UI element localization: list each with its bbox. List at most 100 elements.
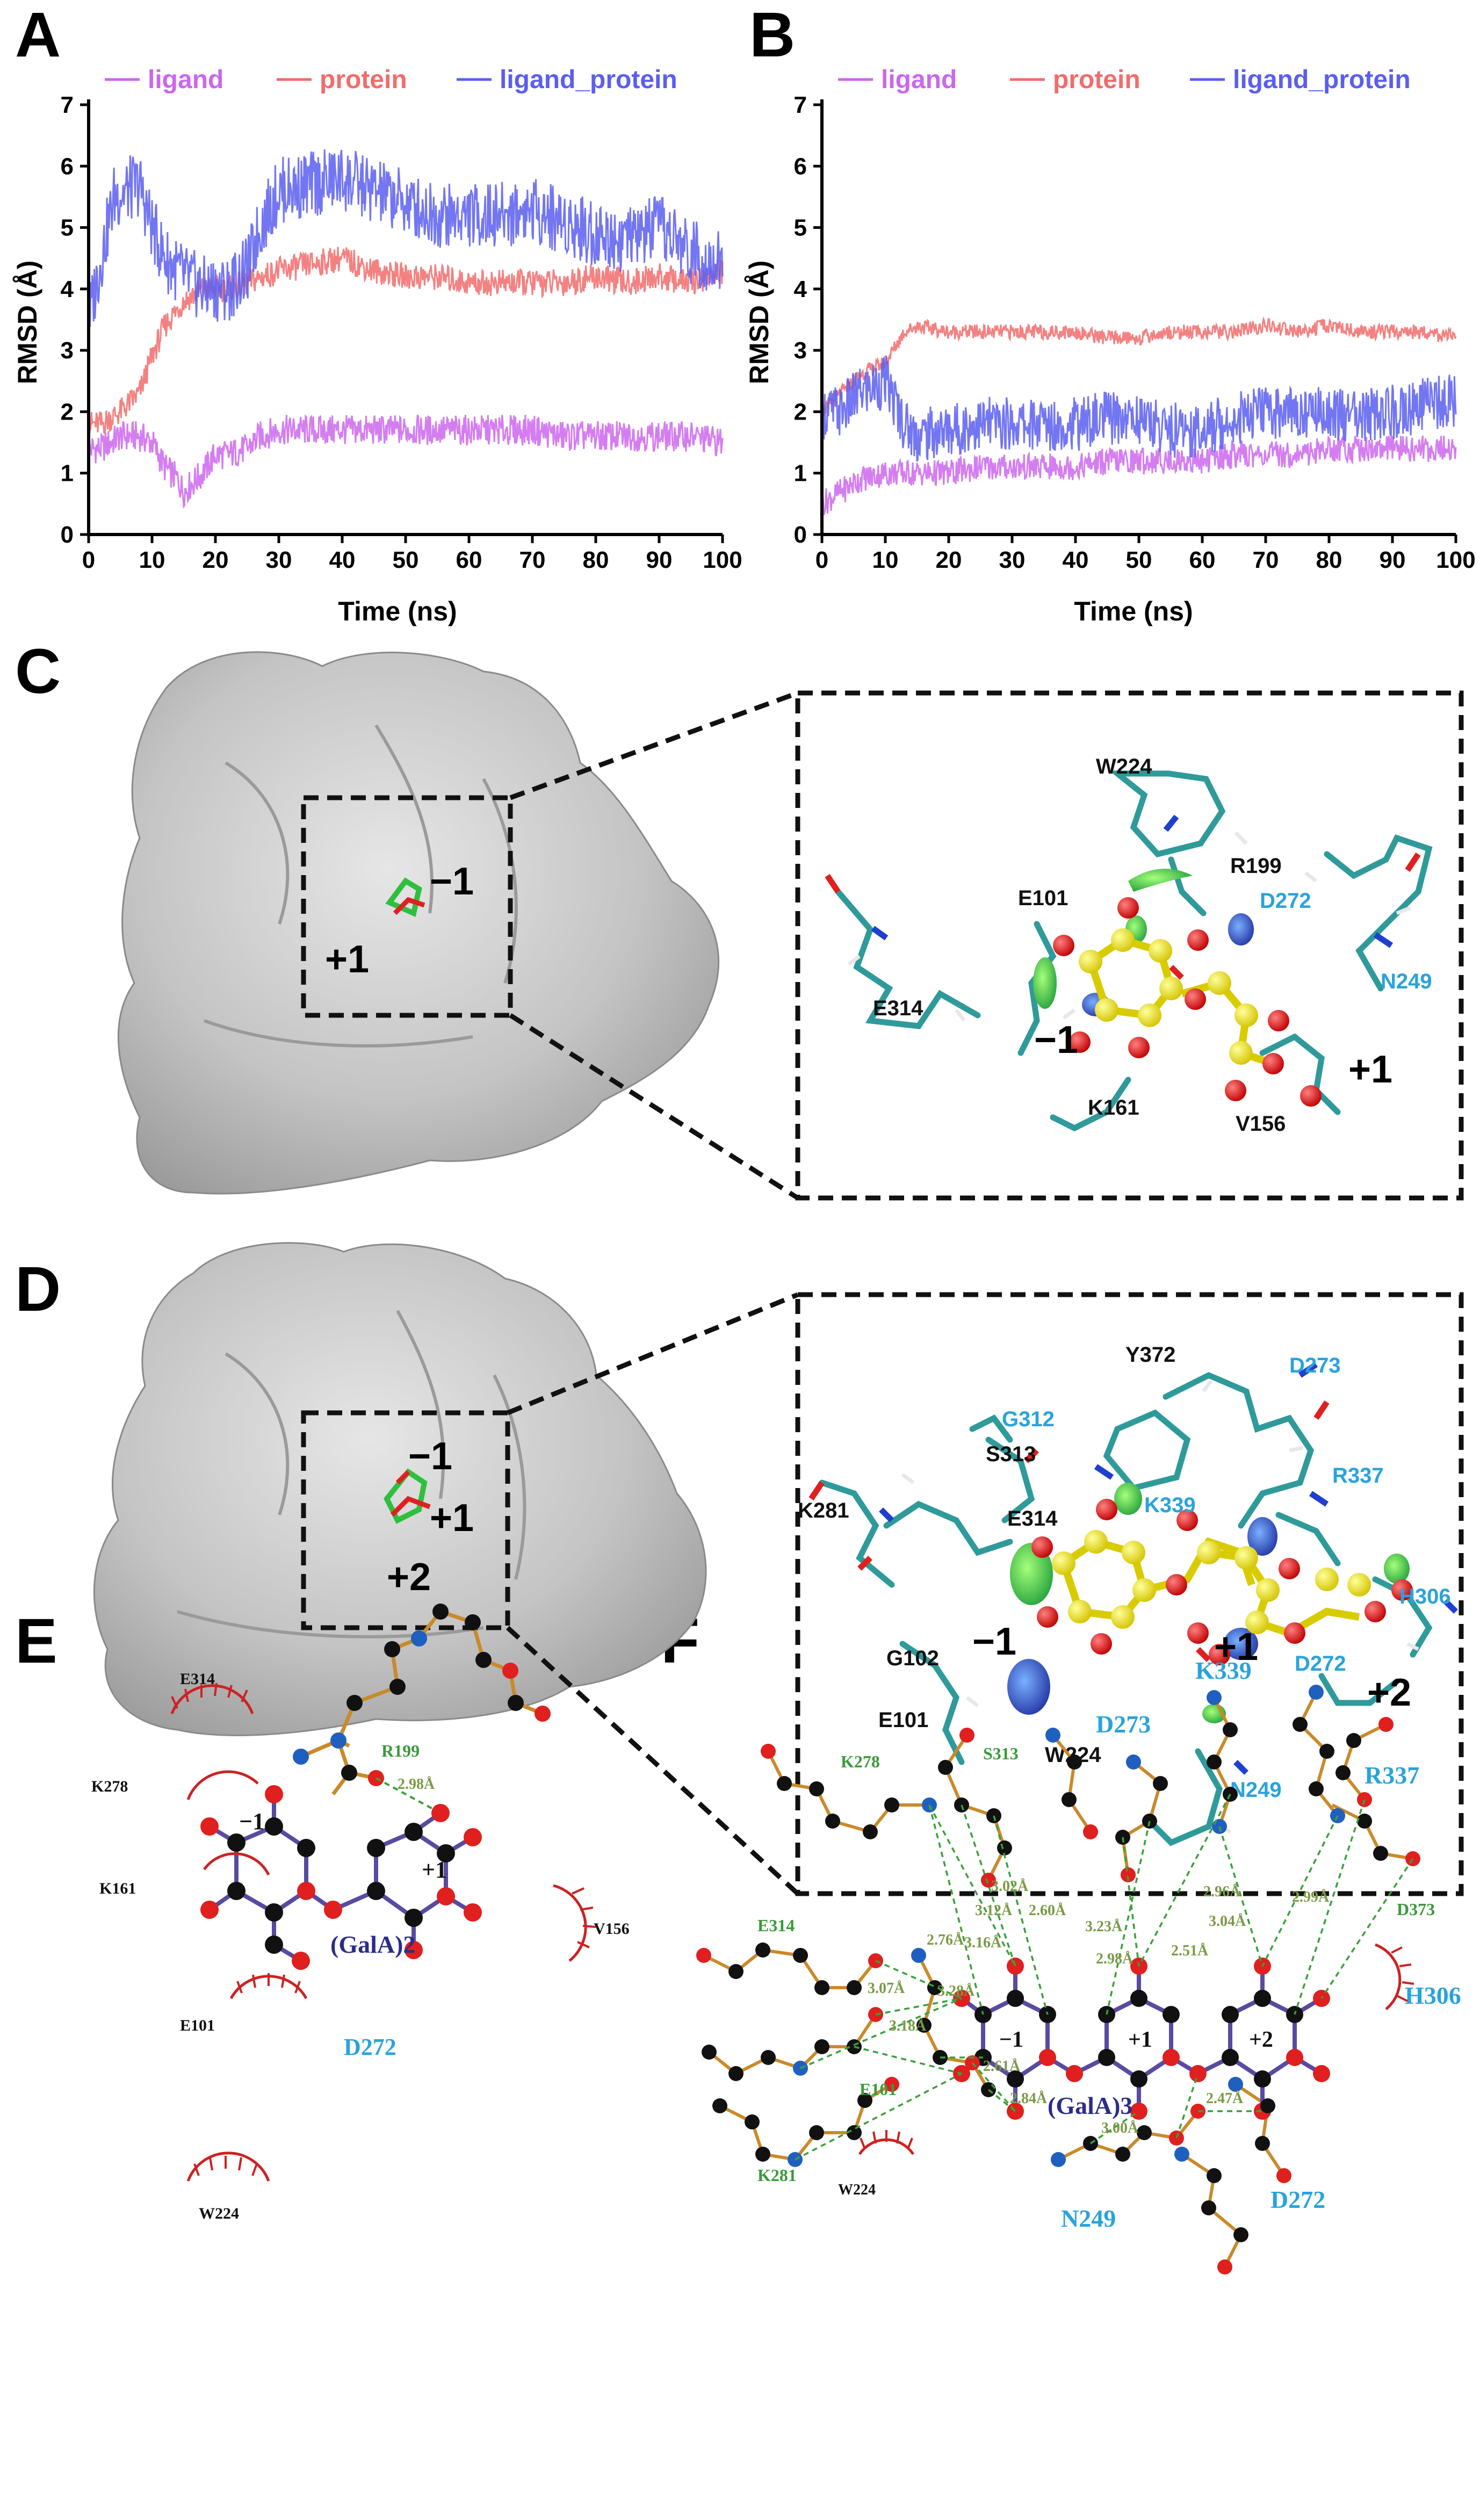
ring-label-plus1: +1 (1128, 2027, 1152, 2052)
hydrophobic-residue-label: W224 (838, 2182, 876, 2198)
overview-subsite-plus1-c: +1 (325, 938, 369, 981)
x-tick-label: 50 (1126, 547, 1152, 573)
legend-protein-label: protein (1053, 66, 1140, 94)
hbond-distance-label: 2.98Å (1096, 1951, 1134, 1967)
ring-label-plus2: +2 (1249, 2027, 1273, 2052)
residue-r199 (293, 1604, 551, 1796)
panel-c: −1 +1 (117, 651, 1464, 1201)
series-line-protein (821, 316, 1457, 419)
hbond-distance-label: 2.84Å (1010, 2090, 1048, 2107)
hbond-distance-label: 3.04Å (1209, 1913, 1246, 1930)
overview-subsite-minus1-d: −1 (408, 1435, 452, 1478)
x-tick-label: 90 (646, 547, 673, 573)
zoom-connector-top-c (509, 690, 799, 800)
subsite-plus1-c: +1 (1348, 1048, 1392, 1091)
y-tick-label: 7 (61, 92, 74, 118)
overview-subsite-plus2-d: +2 (387, 1556, 431, 1599)
x-tick-label: 80 (1316, 547, 1342, 573)
surface-groove-c (203, 724, 518, 1048)
panel-letter-a: A (15, 0, 61, 70)
series-line-ligand (88, 414, 724, 509)
hbond-distance-label: 2.99Å (1292, 1889, 1330, 1905)
hydrophobic-ticks-f (860, 1946, 1414, 2149)
ligand-name: (GalA)3 (1048, 2092, 1132, 2119)
y-tick-label: 4 (61, 276, 74, 302)
interaction-blob-c (1033, 957, 1057, 1009)
overview-subsite-plus1-d: +1 (430, 1497, 474, 1540)
chart-a-ylabel: RMSD (Å) (12, 261, 42, 385)
residue-label-highlight: H306 (1399, 1585, 1451, 1608)
overview-subsite-minus1-c: −1 (430, 860, 474, 903)
residue-label: K281 (798, 1499, 849, 1522)
hbond-residue-label: K281 (757, 2165, 797, 2185)
residue-label: G102 (886, 1647, 939, 1670)
residue-label: E314 (1007, 1507, 1058, 1530)
hbond-distance-label: 3.12Å (975, 1902, 1013, 1919)
y-tick-label: 7 (794, 92, 807, 118)
panel-letter-b: B (749, 0, 795, 70)
ligand-gala2-atoms (200, 1785, 482, 1970)
zoom-connector-bottom-c (509, 1013, 799, 1200)
x-tick-label: 100 (1436, 547, 1475, 573)
legend-ligand-protein-label: ligand_protein (1233, 66, 1411, 94)
hbond-dashed-line (376, 1777, 441, 1814)
hydrophobic-residue-label: E101 (180, 2017, 215, 2034)
x-tick-label: 0 (82, 547, 95, 573)
x-tick-label: 30 (266, 547, 292, 573)
x-tick-label: 70 (519, 547, 546, 573)
zoom-connector-bottom-d (506, 1626, 800, 1896)
residue-label-highlight: R337 (1332, 1464, 1384, 1488)
hbond-residue-label: R199 (381, 1741, 420, 1760)
panel-f: 3.02Å 3.12Å 2.60Å 2.76Å 3.16Å 3.07Å 3.28… (696, 1657, 1461, 2275)
y-tick-label: 6 (61, 153, 74, 179)
x-tick-label: 20 (936, 547, 962, 573)
hbond-distance-label: 3.00Å (1101, 2120, 1139, 2136)
y-tick-label: 4 (794, 276, 807, 302)
subsite-minus1-d: −1 (972, 1620, 1016, 1663)
residue-label: E101 (1018, 886, 1068, 910)
x-tick-label: 80 (583, 547, 609, 573)
residue-label: K161 (1088, 1096, 1139, 1120)
x-tick-label: 70 (1253, 547, 1279, 573)
hbond-distance-label: 3.07Å (868, 1980, 905, 1997)
y-tick-label: 2 (794, 399, 807, 425)
protein-surface-c (117, 651, 720, 1195)
hydrophobic-residue-label: K278 (91, 1778, 128, 1795)
residue-label: V156 (1236, 1112, 1286, 1136)
hbond-distance-label: 2.51Å (1171, 1943, 1209, 1959)
chart-a-legend: ligand protein ligand_protein (105, 66, 677, 94)
panel-letter-d: D (15, 1254, 61, 1325)
highlight-residue-label: R337 (1365, 1761, 1419, 1789)
residue-label-highlight: D272 (1260, 889, 1311, 913)
residue-label: W224 (1096, 755, 1152, 778)
zoom-box-small-c (301, 795, 513, 1018)
interaction-blob-c (1128, 869, 1193, 892)
rmsd-chart-a: ligand protein ligand_protein 0 10 20 30 40 5… (12, 66, 742, 626)
interaction-blob-c (1228, 913, 1254, 945)
highlight-residue-label: K339 (1195, 1657, 1252, 1684)
chart-a-plot: 0 10 20 30 40 50 60 70 80 90 100 0 1 2 3 4 5 6 7 (61, 92, 742, 573)
x-tick-label: 20 (203, 547, 229, 573)
x-tick-label: 90 (1380, 547, 1406, 573)
hbond-distance-label: 2.76Å (927, 1932, 964, 1948)
y-tick-label: 0 (61, 522, 74, 548)
y-tick-label: 5 (61, 215, 74, 241)
hydrophobic-residue-label: K161 (99, 1880, 136, 1897)
y-tick-label: 5 (794, 215, 807, 241)
x-tick-label: 100 (703, 547, 742, 573)
zoom-box-small-d (301, 1410, 510, 1630)
interaction-blob-d (1224, 1628, 1258, 1660)
interaction-blob-d (1384, 1554, 1410, 1584)
hbond-residue-label: D373 (1397, 1900, 1435, 1919)
hbond-lines-f (795, 1794, 1414, 2161)
panel-d: −1 +1 +2 (93, 1242, 1464, 1896)
hydrophobic-residue-label: W224 (199, 2205, 239, 2222)
hbond-distance-label: 3.02Å (991, 1878, 1029, 1895)
highlight-residue-label: D272 (344, 2034, 396, 2060)
residue-label-highlight: N249 (1381, 970, 1432, 993)
hbond-distance-label: 2.98Å (398, 1776, 435, 1793)
highlight-residue-label: N249 (1061, 2205, 1116, 2232)
y-tick-label: 3 (794, 337, 807, 364)
ring-label-minus1: −1 (239, 1808, 264, 1835)
ligand-name: (GalA)2 (330, 1931, 415, 1958)
